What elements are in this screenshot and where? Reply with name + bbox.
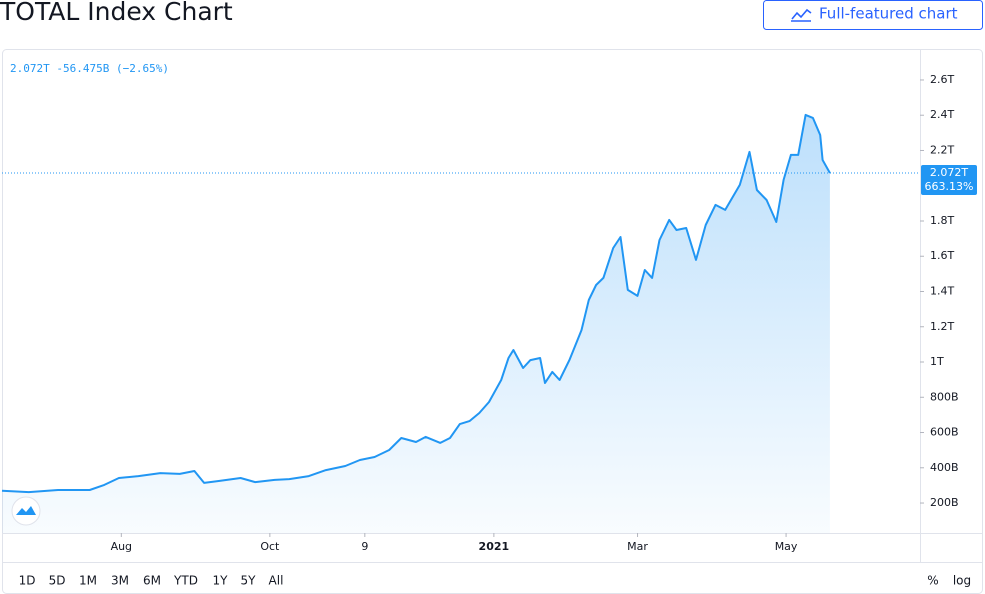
legend: 2.072T -56.475B (−2.65%)	[10, 62, 169, 75]
full-chart-button[interactable]	[763, 0, 983, 30]
last-value-badge	[921, 165, 977, 196]
logo-badge[interactable]	[11, 496, 41, 526]
range-button[interactable]: YTD	[173, 574, 198, 588]
range-button[interactable]: 1M	[79, 574, 97, 588]
y-tick-label: 1.4T	[930, 285, 954, 298]
line	[1, 113, 831, 494]
y-tick-label: 600B	[930, 426, 959, 439]
y-tick-label: 2.2T	[930, 143, 954, 156]
button-label[interactable]: Full-featured chart	[819, 5, 958, 23]
y-tick-label: 1.6T	[930, 249, 954, 262]
plot	[1, 113, 920, 534]
y-tick-label: 2.4T	[930, 108, 954, 121]
range-button[interactable]: 3M	[111, 574, 129, 588]
y-tick-label: 2.6T	[930, 73, 954, 86]
range-button[interactable]: 5Y	[241, 574, 257, 588]
area	[2, 114, 830, 534]
x-tick-label: 9	[361, 540, 368, 553]
scale-option[interactable]: log	[953, 574, 971, 588]
range-button[interactable]: 6M	[143, 574, 161, 588]
range-button[interactable]: All	[269, 574, 284, 588]
last-value-label: 2.072T	[930, 166, 968, 179]
range-button[interactable]: 5D	[49, 574, 66, 588]
range-button[interactable]: 1D	[19, 574, 36, 588]
y-tick-label: 1.8T	[930, 214, 954, 227]
x-tick-label: 2021	[479, 540, 510, 553]
logo	[16, 506, 36, 515]
x-tick-label: May	[775, 540, 798, 553]
page-title: TOTAL Index Chart	[0, 0, 233, 26]
last-change-label: 663.13%	[925, 180, 974, 193]
y-tick-label: 1T	[930, 355, 944, 368]
button-icon	[791, 8, 812, 20]
x-tick-label: Aug	[111, 540, 132, 553]
x-tick-label: Oct	[260, 540, 280, 553]
y-tick-label: 1.2T	[930, 320, 954, 333]
y-tick-label: 200B	[930, 496, 959, 509]
y-tick-label: 400B	[930, 461, 959, 474]
y-tick-label: 800B	[930, 390, 959, 403]
range-button[interactable]: 1Y	[213, 574, 229, 588]
x-tick-label: Mar	[627, 540, 648, 553]
scale-option[interactable]: %	[927, 574, 938, 588]
